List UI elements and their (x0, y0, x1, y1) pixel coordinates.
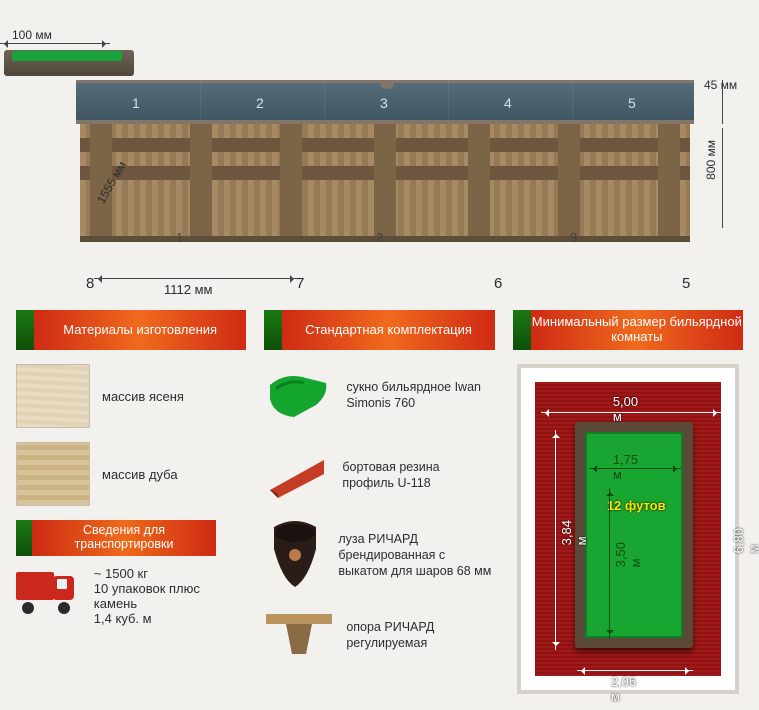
slate-seg-4: 4 (504, 95, 512, 111)
table-side-view-panel: 100 мм 1 2 3 4 5 (0, 0, 759, 310)
kit-pocket: луза РИЧАРД брендированная с выкатом для… (264, 524, 494, 586)
kit-leg: опора РИЧАРД регулируемая (264, 604, 494, 666)
header-room: Минимальный размер бильярдной комнаты (513, 310, 743, 350)
infographic-root: 100 мм 1 2 3 4 5 (0, 0, 759, 710)
foot-7: 7 (296, 275, 304, 292)
rubber-icon (264, 444, 330, 506)
room-size-label: 12 футов (607, 498, 666, 513)
center-pocket-notch (380, 83, 394, 89)
dim-cushion-height: 45 мм (704, 78, 737, 92)
rail-felt (12, 51, 122, 61)
ash-label: массив ясеня (102, 389, 184, 404)
ship-weight: ~ 1500 кг (94, 566, 247, 581)
header-transport: Сведения для транспортировки (16, 520, 216, 556)
leg-label: опора РИЧАРД регулируемая (346, 619, 494, 652)
slate-seg-5: 5 (628, 95, 636, 111)
table-side-view: 1 2 3 4 5 1 2 3 (76, 80, 694, 260)
foot-8: 8 (86, 275, 94, 292)
pocket-icon (264, 524, 326, 586)
truck-icon (16, 566, 82, 614)
ship-volume: 1,4 куб. м (94, 611, 247, 626)
material-oak: массив дуба (16, 442, 246, 506)
foot-6: 6 (494, 275, 502, 292)
cloth-label: сукно бильярдное Iwan Simonis 760 (346, 379, 494, 412)
leg-number-3: 3 (570, 230, 577, 245)
col-room: Минимальный размер бильярдной комнаты 5,… (513, 310, 743, 694)
ash-swatch (16, 364, 90, 428)
slate-seg-3: 3 (380, 95, 388, 111)
ship-packs: 10 упаковок плюс камень (94, 581, 247, 611)
header-kit: Стандартная комплектация (264, 310, 494, 350)
slate-bed: 1 2 3 4 5 (76, 80, 694, 124)
cushion-rail-inset: 100 мм (0, 24, 150, 72)
pocket-label: луза РИЧАРД брендированная с выкатом для… (338, 531, 494, 580)
table-frame (80, 124, 690, 242)
col-materials: Материалы изготовления массив ясеня масс… (16, 310, 246, 694)
transport-block: ~ 1500 кг 10 упаковок плюс камень 1,4 ку… (16, 566, 246, 626)
kit-cloth: сукно бильярдное Iwan Simonis 760 (264, 364, 494, 426)
dim-table-height: 800 мм (704, 140, 732, 183)
rail-width-arrow (0, 43, 110, 44)
leg-number-1: 1 (176, 230, 183, 245)
header-materials: Материалы изготовления (16, 310, 246, 350)
oak-swatch (16, 442, 90, 506)
oak-label: массив дуба (102, 467, 178, 482)
slate-seg-1: 1 (132, 95, 140, 111)
rail-width-dim: 100 мм (12, 28, 52, 42)
columns: Материалы изготовления массив ясеня масс… (0, 310, 759, 710)
leg-icon (264, 604, 334, 666)
slate-seg-2: 2 (256, 95, 264, 111)
rubber-label: бортовая резина профиль U-118 (342, 459, 494, 492)
col-kit: Стандартная комплектация сукно бильярдно… (264, 310, 494, 694)
leg-number-2: 2 (376, 230, 383, 245)
material-ash: массив ясеня (16, 364, 246, 428)
cloth-icon (264, 364, 334, 426)
room-plan: 5,00 м 6,80 м 3,84 м 1,75 м 12 (517, 364, 739, 694)
foot-5: 5 (682, 275, 690, 292)
kit-rubber: бортовая резина профиль U-118 (264, 444, 494, 506)
